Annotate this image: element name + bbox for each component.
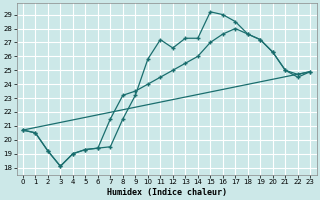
X-axis label: Humidex (Indice chaleur): Humidex (Indice chaleur) [107, 188, 227, 197]
